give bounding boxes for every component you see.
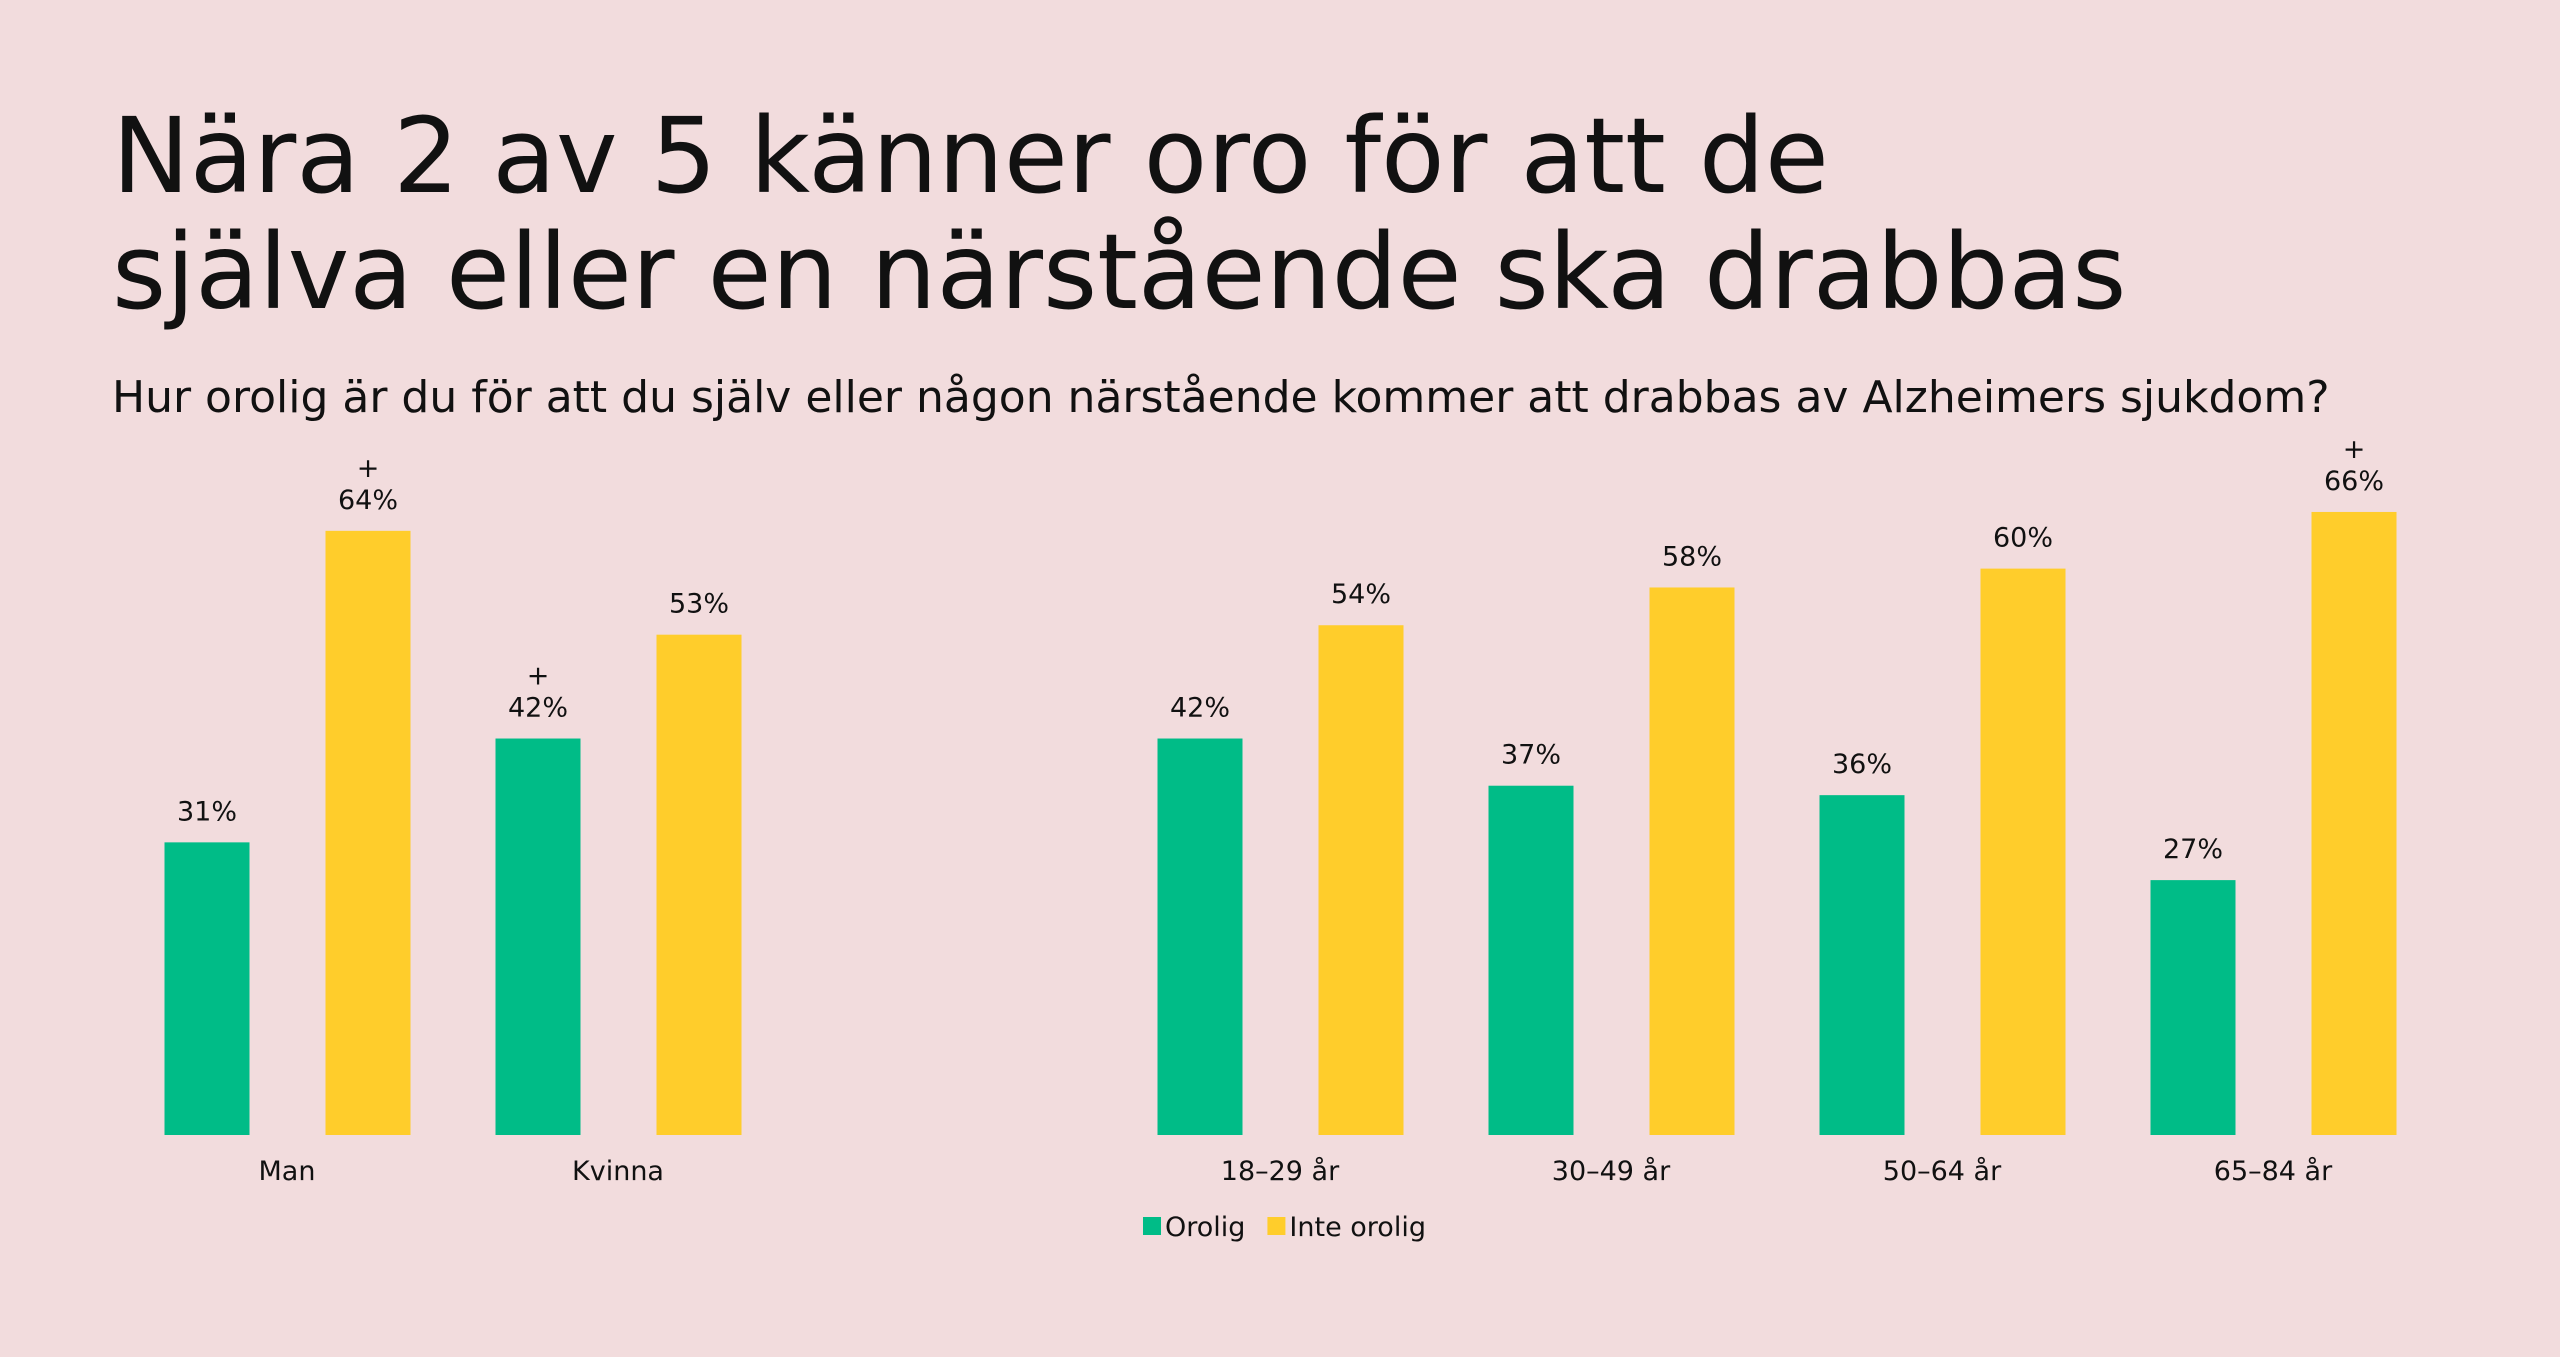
bar xyxy=(656,634,742,1135)
value-label: 66% xyxy=(2324,466,2384,497)
bar xyxy=(1157,738,1243,1135)
value-label: 54% xyxy=(1331,579,1391,610)
x-tick-label: 30–49 år xyxy=(1552,1156,1671,1187)
value-label: 42% xyxy=(508,693,568,724)
value-label: 58% xyxy=(1662,541,1722,572)
legend-label: Inte orolig xyxy=(1289,1212,1426,1243)
bar xyxy=(1318,625,1404,1135)
x-tick-label: Kvinna xyxy=(572,1156,664,1187)
legend-label: Orolig xyxy=(1165,1212,1245,1243)
bar xyxy=(164,842,250,1135)
bar xyxy=(1649,587,1735,1135)
legend-swatch xyxy=(1267,1217,1286,1235)
value-label: 42% xyxy=(1170,693,1230,724)
value-label: 36% xyxy=(1832,749,1892,780)
x-tick-label: 50–64 år xyxy=(1883,1156,2002,1187)
value-label: 60% xyxy=(1993,523,2053,554)
value-label: 53% xyxy=(669,589,729,620)
x-tick-label: 65–84 år xyxy=(2214,1156,2333,1187)
bar xyxy=(1980,568,2066,1135)
bar xyxy=(325,530,411,1135)
chart-title: Nära 2 av 5 känner oro för att de själva … xyxy=(112,95,2126,333)
bar xyxy=(495,738,581,1135)
significance-note: + xyxy=(527,661,550,692)
value-label: 64% xyxy=(338,485,398,516)
significance-note: + xyxy=(357,453,380,484)
value-label: 37% xyxy=(1501,740,1561,771)
value-label: 27% xyxy=(2163,834,2223,865)
x-tick-label: 18–29 år xyxy=(1221,1156,1340,1187)
significance-note: + xyxy=(2343,434,2366,465)
bar xyxy=(1819,795,1905,1135)
x-tick-label: Man xyxy=(259,1156,316,1187)
bar xyxy=(2150,880,2236,1135)
bar xyxy=(1488,785,1574,1135)
legend-swatch xyxy=(1143,1217,1161,1235)
bar xyxy=(2311,511,2397,1136)
chart-subtitle: Hur orolig är du för att du själv eller … xyxy=(112,372,2330,423)
value-label: 31% xyxy=(177,796,237,827)
